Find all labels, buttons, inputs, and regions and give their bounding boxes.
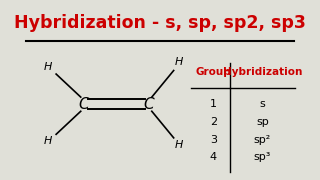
Text: sp: sp [256, 117, 269, 127]
Text: s: s [260, 99, 265, 109]
Text: H: H [175, 57, 183, 67]
Text: 2: 2 [210, 117, 217, 127]
Text: 1: 1 [210, 99, 217, 109]
Text: H: H [44, 62, 52, 72]
Text: Group: Group [196, 67, 231, 77]
Text: 4: 4 [210, 152, 217, 162]
Text: Hybridization: Hybridization [223, 67, 302, 77]
Text: sp²: sp² [254, 135, 271, 145]
Text: H: H [44, 136, 52, 146]
Text: H: H [175, 140, 183, 150]
Text: Hybridization - s, sp, sp2, sp3: Hybridization - s, sp, sp2, sp3 [14, 14, 306, 32]
Text: sp³: sp³ [254, 152, 271, 162]
Text: C: C [78, 97, 89, 112]
Text: C: C [144, 97, 154, 112]
Text: 3: 3 [210, 135, 217, 145]
